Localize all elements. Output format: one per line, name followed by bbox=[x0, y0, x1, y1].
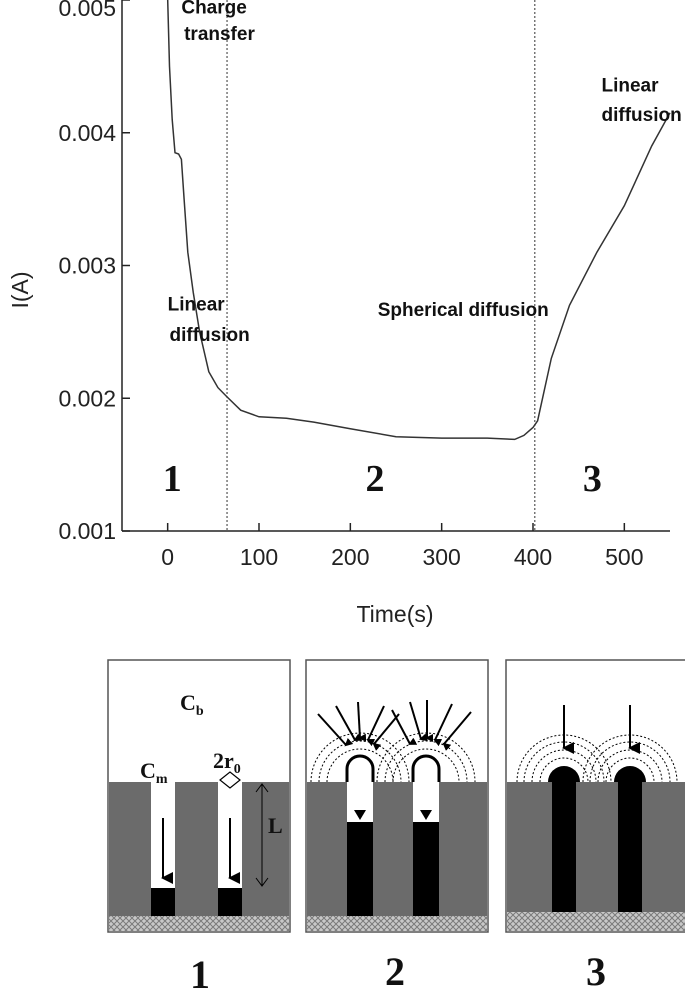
current-curve bbox=[166, 0, 671, 441]
schematic: Cb Cm 2r0 L bbox=[107, 659, 685, 994]
annotation: diffusion bbox=[602, 105, 682, 126]
cb-symbol: Cb bbox=[180, 690, 204, 719]
radius-marker bbox=[219, 771, 241, 789]
panel-3 bbox=[505, 659, 685, 933]
substrate bbox=[507, 912, 685, 931]
annotations: Charge transfer Linear diffusion Spherical d… bbox=[168, 0, 682, 346]
metal-deposit bbox=[413, 822, 439, 916]
metal-deposit bbox=[218, 888, 242, 916]
region-dividers bbox=[226, 0, 536, 531]
panel-label-3: 3 bbox=[586, 949, 606, 994]
radius-symbol: 2r0 bbox=[213, 748, 241, 777]
panel-1: Cb Cm 2r0 L bbox=[107, 659, 291, 933]
deposit-outline bbox=[345, 754, 375, 782]
x-tick-label: 0 bbox=[161, 544, 174, 570]
substrate bbox=[109, 916, 289, 931]
y-tick-label: 0.004 bbox=[58, 120, 116, 146]
x-tick-label: 200 bbox=[331, 544, 369, 570]
membrane bbox=[507, 782, 685, 912]
length-symbol: L bbox=[268, 813, 283, 838]
annotation: diffusion bbox=[169, 325, 249, 346]
length-arrowhead bbox=[255, 783, 269, 793]
x-tick-label: 500 bbox=[605, 544, 643, 570]
region-number: 3 bbox=[583, 458, 602, 500]
y-axis-title: I(A) bbox=[7, 271, 33, 308]
y-tick-label: 0.003 bbox=[58, 253, 116, 279]
deposit-cap bbox=[548, 766, 580, 782]
y-ticks: 0.001 0.002 0.003 0.004 0.005 bbox=[58, 0, 130, 544]
metal-deposit bbox=[151, 888, 175, 916]
length-arrowhead bbox=[255, 877, 269, 887]
metal-deposit bbox=[552, 782, 576, 912]
panel-label-2: 2 bbox=[385, 949, 405, 994]
inner-arrowhead bbox=[354, 810, 366, 820]
y-tick-label: 0.005 bbox=[58, 0, 116, 21]
panel-label-1: 1 bbox=[190, 952, 210, 994]
annotation: transfer bbox=[184, 24, 255, 45]
deposit-cap bbox=[614, 766, 646, 782]
cm-symbol: Cm bbox=[140, 758, 168, 787]
region-number: 1 bbox=[163, 458, 182, 500]
y-tick-label: 0.002 bbox=[58, 385, 116, 411]
x-ticks: 0 100 200 300 400 500 bbox=[161, 523, 644, 570]
membrane bbox=[109, 782, 289, 916]
region-number: 2 bbox=[365, 458, 384, 500]
chart: 0.001 0.002 0.003 0.004 0.005 0 100 200 300 400 5… bbox=[7, 0, 682, 627]
x-tick-label: 100 bbox=[240, 544, 278, 570]
inner-arrowhead bbox=[420, 810, 432, 820]
inner-flux bbox=[359, 786, 427, 812]
membrane bbox=[307, 782, 487, 916]
flux-arrows bbox=[317, 700, 472, 751]
pore-cap bbox=[413, 756, 439, 782]
metal-deposit bbox=[347, 822, 373, 916]
deposit-outline bbox=[411, 754, 441, 782]
x-tick-label: 400 bbox=[514, 544, 552, 570]
region-numbers: 1 2 3 bbox=[163, 458, 602, 500]
annotation: Linear bbox=[168, 295, 226, 316]
substrate bbox=[307, 916, 487, 931]
y-tick-label: 0.001 bbox=[58, 518, 116, 544]
pore-cap bbox=[347, 756, 373, 782]
x-tick-label: 300 bbox=[422, 544, 460, 570]
panel-2 bbox=[305, 659, 489, 933]
metal-deposit bbox=[618, 782, 642, 912]
annotation: Spherical diffusion bbox=[378, 300, 549, 321]
x-axis-title: Time(s) bbox=[356, 601, 433, 627]
annotation: Charge bbox=[181, 0, 246, 18]
annotation: Linear bbox=[602, 76, 660, 97]
